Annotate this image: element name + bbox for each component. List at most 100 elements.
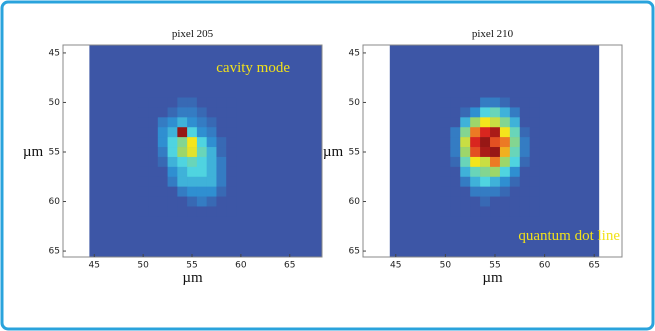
- heat-cell: [470, 127, 480, 137]
- heat-cell: [520, 98, 530, 108]
- heat-cell: [500, 127, 510, 137]
- heat-cell: [197, 137, 207, 147]
- heat-cell: [500, 137, 510, 147]
- heat-cell: [207, 127, 217, 137]
- heat-cell: [450, 117, 460, 127]
- heat-cell: [207, 187, 217, 197]
- heat-cell: [158, 167, 168, 177]
- heat-cell: [187, 127, 197, 137]
- heat-cell: [216, 206, 226, 216]
- heat-cell: [510, 167, 520, 177]
- heat-cell: [226, 117, 236, 127]
- heat-cell: [226, 167, 236, 177]
- heat-cell: [510, 197, 520, 207]
- heat-cell: [500, 187, 510, 197]
- heat-cell: [187, 137, 197, 147]
- heat-cell: [226, 206, 236, 216]
- heat-cell: [470, 147, 480, 157]
- y-tick-label: 55: [349, 147, 360, 157]
- heat-cell: [520, 107, 530, 117]
- heat-cell: [158, 137, 168, 147]
- heat-cell: [490, 177, 500, 187]
- heat-cell: [500, 98, 510, 108]
- heat-cell: [460, 187, 470, 197]
- chart-title: pixel 210: [472, 28, 514, 40]
- heat-cell: [177, 117, 187, 127]
- heat-cell: [177, 167, 187, 177]
- heat-cell: [158, 197, 168, 207]
- heat-cell: [470, 98, 480, 108]
- heat-cell: [490, 147, 500, 157]
- heat-cell: [177, 206, 187, 216]
- heat-cell: [460, 117, 470, 127]
- heat-cell: [148, 137, 158, 147]
- heat-cell: [148, 187, 158, 197]
- heat-cell: [450, 107, 460, 117]
- heat-cell: [530, 127, 540, 137]
- heat-cell: [470, 206, 480, 216]
- heat-cell: [207, 206, 217, 216]
- heat-cell: [168, 197, 178, 207]
- x-axis-label: µm: [482, 270, 503, 286]
- heat-cell: [138, 137, 148, 147]
- heat-cell: [440, 137, 450, 147]
- heat-cell: [450, 167, 460, 177]
- heat-cell: [500, 206, 510, 216]
- heat-cell: [480, 147, 490, 157]
- heat-cell: [480, 157, 490, 167]
- heat-cell: [450, 187, 460, 197]
- heat-cell: [520, 127, 530, 137]
- heat-cell: [450, 206, 460, 216]
- heat-cell: [197, 177, 207, 187]
- heat-cell: [226, 147, 236, 157]
- heat-cell: [510, 177, 520, 187]
- heat-cell: [177, 137, 187, 147]
- heat-cell: [158, 98, 168, 108]
- heat-cell: [197, 127, 207, 137]
- heat-cell: [490, 117, 500, 127]
- heat-cell: [216, 197, 226, 207]
- heat-cell: [460, 157, 470, 167]
- heat-cell: [197, 107, 207, 117]
- heat-cell: [187, 177, 197, 187]
- heat-cell: [168, 127, 178, 137]
- heat-cell: [158, 187, 168, 197]
- heat-cell: [460, 137, 470, 147]
- heat-cell: [480, 206, 490, 216]
- heat-cell: [148, 206, 158, 216]
- heat-cell: [148, 167, 158, 177]
- heat-cell: [207, 137, 217, 147]
- heat-cell: [168, 117, 178, 127]
- heat-cell: [520, 177, 530, 187]
- heat-cell: [177, 197, 187, 207]
- heat-cell: [460, 127, 470, 137]
- heat-cell: [530, 197, 540, 207]
- heat-cell: [187, 206, 197, 216]
- heat-cell: [500, 117, 510, 127]
- annotation: cavity mode: [216, 60, 290, 76]
- heat-cell: [158, 177, 168, 187]
- heat-cell: [177, 98, 187, 108]
- heat-cell: [177, 157, 187, 167]
- heat-cell: [440, 197, 450, 207]
- heatmap-panel: 45505560654550556065pixel 205µmµmcavity …: [23, 28, 322, 286]
- heat-cell: [530, 206, 540, 216]
- heat-cell: [187, 167, 197, 177]
- heat-cell: [207, 107, 217, 117]
- y-tick-label: 45: [49, 48, 60, 58]
- heat-cell: [480, 98, 490, 108]
- heat-cell: [520, 147, 530, 157]
- heat-cell: [450, 197, 460, 207]
- heat-cell: [490, 187, 500, 197]
- y-tick-label: 60: [49, 197, 61, 207]
- heat-cell: [168, 107, 178, 117]
- heat-cell: [490, 157, 500, 167]
- heat-cell: [158, 107, 168, 117]
- x-tick-label: 60: [539, 261, 551, 271]
- heat-cell: [440, 157, 450, 167]
- heat-cell: [480, 197, 490, 207]
- figure: 45505560654550556065pixel 205µmµmcavity …: [0, 0, 655, 331]
- heat-cell: [460, 206, 470, 216]
- heat-cell: [510, 187, 520, 197]
- heat-cell: [480, 177, 490, 187]
